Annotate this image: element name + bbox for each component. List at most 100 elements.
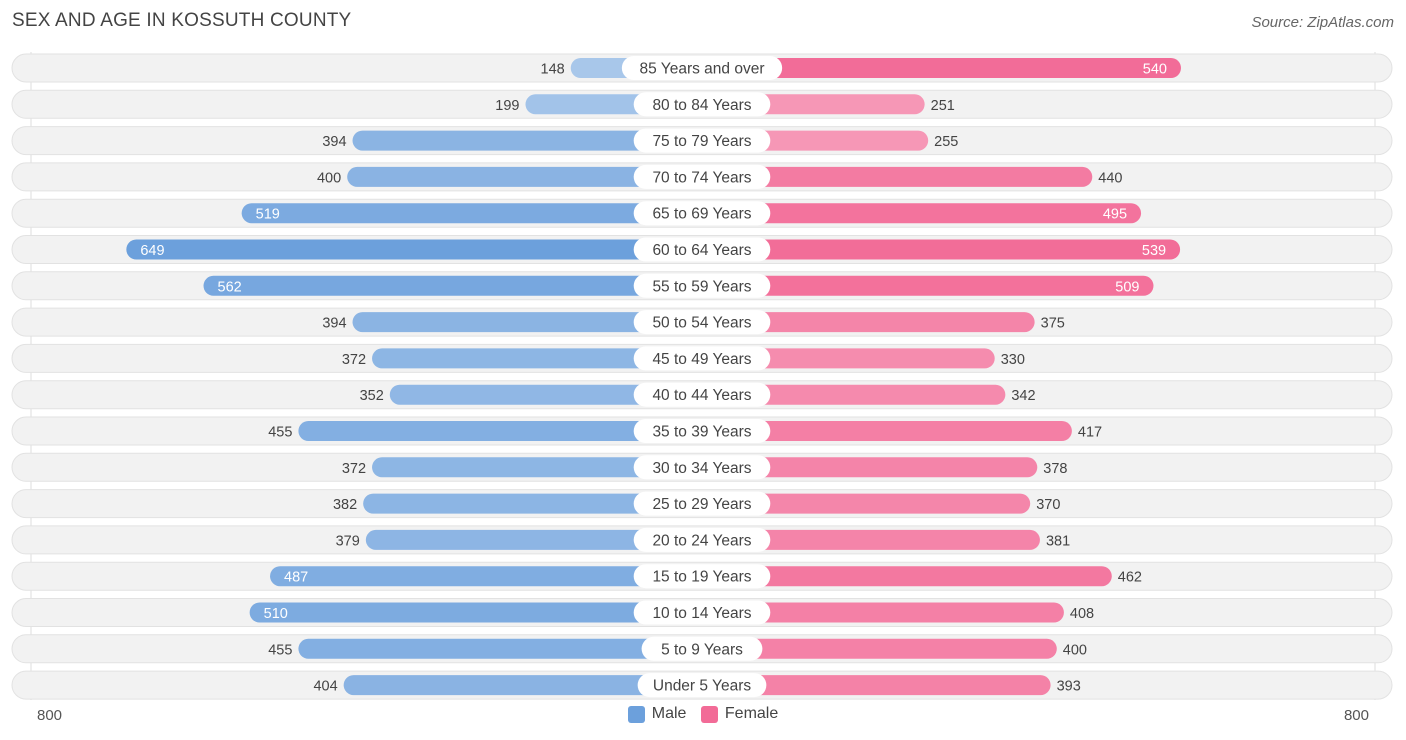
- category-label: 40 to 44 Years: [652, 387, 751, 404]
- bar-female: [692, 638, 1057, 659]
- axis-left-label: 800: [37, 707, 63, 724]
- category-label-background: [641, 636, 763, 661]
- category-label: 80 to 84 Years: [652, 97, 751, 114]
- category-label: 60 to 64 Years: [652, 242, 751, 259]
- value-label-female: 495: [1103, 207, 1127, 223]
- bar-male: [372, 348, 712, 369]
- value-label-male: 519: [256, 207, 280, 223]
- value-label-female: 400: [1063, 642, 1087, 658]
- category-label-background: [637, 673, 767, 698]
- bar-female: [692, 529, 1040, 550]
- value-label-female: 342: [1011, 388, 1035, 404]
- legend-label-female: Female: [724, 705, 779, 722]
- category-label-background: [633, 527, 771, 552]
- chart-source: Source: ZipAtlas.com: [1251, 14, 1394, 31]
- bar-male: [365, 529, 712, 550]
- category-label-background: [633, 600, 771, 625]
- category-label: 50 to 54 Years: [652, 315, 751, 332]
- bar-female: [692, 166, 1093, 187]
- population-pyramid-chart: 148 540 85 Years and over 199 251 80 to 84 Ye…: [11, 52, 1393, 700]
- bar-male: [372, 457, 712, 478]
- category-label: 35 to 39 Years: [652, 424, 751, 441]
- bar-female: [692, 384, 1006, 405]
- bar-male: [270, 566, 712, 587]
- value-label-female: 381: [1046, 533, 1070, 549]
- category-label: Under 5 Years: [653, 678, 751, 695]
- category-label-background: [633, 201, 771, 226]
- bar-male: [249, 602, 712, 623]
- value-label-female: 378: [1043, 461, 1067, 477]
- value-label-female: 509: [1115, 279, 1139, 295]
- value-label-female: 417: [1078, 425, 1102, 441]
- legend-item-female[interactable]: Female: [700, 705, 779, 723]
- value-label-female: 255: [934, 134, 958, 150]
- value-label-male: 400: [317, 170, 341, 186]
- category-label-background: [633, 455, 771, 480]
- category-label-background: [633, 164, 771, 189]
- bar-male: [352, 130, 712, 151]
- value-label-female: 393: [1057, 679, 1081, 695]
- category-label-background: [633, 273, 771, 298]
- value-label-male: 382: [333, 497, 357, 513]
- axis-right-label: 800: [1343, 707, 1369, 724]
- bar-female: [692, 493, 1031, 514]
- category-label-background: [633, 382, 771, 407]
- category-label: 10 to 14 Years: [652, 605, 751, 622]
- category-label-background: [633, 237, 771, 262]
- value-label-female: 440: [1098, 170, 1122, 186]
- bar-female: [692, 457, 1038, 478]
- value-label-female: 462: [1118, 570, 1142, 586]
- value-label-male: 372: [342, 461, 366, 477]
- value-label-male: 455: [268, 642, 292, 658]
- value-label-male: 487: [284, 570, 308, 586]
- legend-swatch-male: [627, 705, 645, 723]
- category-label: 30 to 34 Years: [652, 460, 751, 477]
- chart-legend: Male Female: [0, 705, 1406, 728]
- value-label-male: 455: [268, 425, 292, 441]
- category-label: 45 to 49 Years: [652, 351, 751, 368]
- category-label-background: [633, 564, 771, 589]
- bar-female: [692, 275, 1154, 296]
- category-label: 5 to 9 Years: [661, 641, 743, 658]
- legend-swatch-female: [700, 705, 718, 723]
- value-label-female: 539: [1142, 243, 1166, 259]
- category-label: 65 to 69 Years: [652, 206, 751, 223]
- bar-female: [692, 312, 1035, 333]
- value-label-male: 404: [313, 679, 337, 695]
- bar-male: [347, 166, 712, 187]
- category-label: 85 Years and over: [640, 61, 765, 78]
- category-label-background: [633, 128, 771, 153]
- legend-item-male[interactable]: Male: [627, 705, 686, 723]
- value-label-male: 649: [140, 243, 164, 259]
- value-label-female: 375: [1041, 316, 1065, 332]
- bar-female: [692, 602, 1064, 623]
- value-label-female: 370: [1036, 497, 1060, 513]
- value-label-male: 562: [218, 279, 242, 295]
- value-label-female: 251: [931, 98, 955, 114]
- value-label-male: 510: [264, 606, 288, 622]
- bar-male: [363, 493, 712, 514]
- bar-male: [241, 203, 712, 224]
- category-label: 15 to 19 Years: [652, 569, 751, 586]
- category-label-background: [633, 310, 771, 335]
- category-label-background: [633, 491, 771, 516]
- category-label: 25 to 29 Years: [652, 496, 751, 513]
- bar-male: [298, 421, 712, 441]
- value-label-male: 372: [342, 352, 366, 368]
- bar-male: [203, 275, 713, 296]
- value-label-male: 148: [541, 62, 565, 78]
- bar-male: [126, 239, 713, 260]
- bar-female: [692, 58, 1181, 78]
- bar-male: [389, 384, 712, 405]
- category-label: 75 to 79 Years: [652, 133, 751, 150]
- value-label-male: 394: [322, 134, 346, 150]
- category-label-background: [621, 56, 783, 80]
- bar-male: [298, 638, 712, 659]
- bar-female: [692, 675, 1051, 696]
- bar-female: [692, 203, 1142, 224]
- value-label-male: 379: [336, 533, 360, 549]
- category-label: 20 to 24 Years: [652, 532, 751, 549]
- value-label-male: 352: [360, 388, 384, 404]
- value-label-female: 408: [1070, 606, 1094, 622]
- bar-female: [692, 421, 1072, 441]
